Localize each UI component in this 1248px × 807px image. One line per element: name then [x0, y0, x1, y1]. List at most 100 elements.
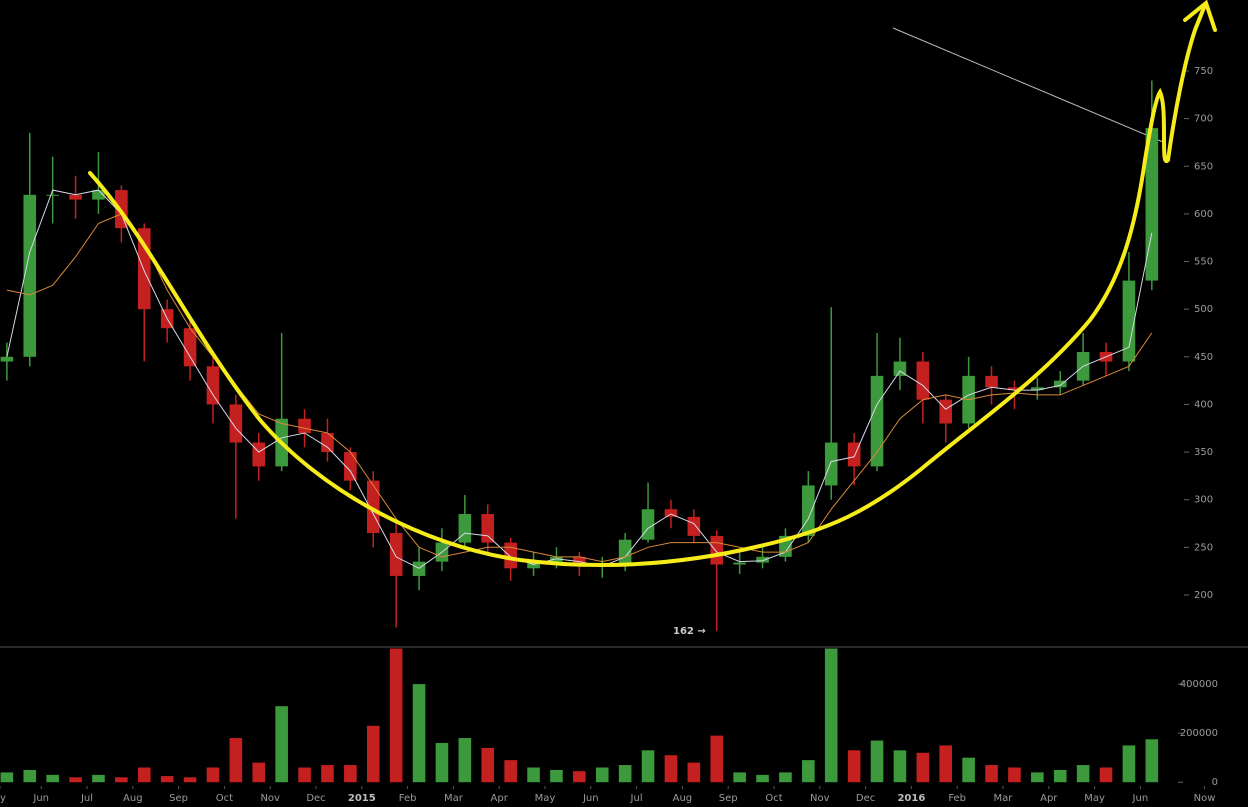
- candle-body: [229, 404, 243, 443]
- volume-bar: [870, 740, 884, 783]
- x-tick-label: Feb: [948, 793, 966, 804]
- volume-bar: [1053, 769, 1067, 783]
- y-tick-label: 300: [1194, 495, 1213, 506]
- y-tick-label: 750: [1194, 66, 1213, 77]
- candle-body: [481, 513, 495, 543]
- volume-bar: [92, 774, 105, 783]
- volume-bar: [710, 735, 724, 783]
- y-tick-label: 650: [1194, 161, 1213, 172]
- volume-bar: [893, 750, 907, 783]
- x-tick-label: Mar: [444, 793, 464, 804]
- volume-bar: [0, 772, 14, 783]
- x-tick-label: Jul: [80, 793, 93, 804]
- volume-bar: [481, 747, 495, 783]
- plot: 200 250 300 350 400 450 500 550 600 650 700 750 0 200…: [0, 66, 1218, 804]
- volume-bar: [733, 772, 746, 783]
- volume-bar: [985, 765, 998, 783]
- moving-average: [6, 189, 1153, 569]
- volume-bar: [1145, 739, 1159, 783]
- volume-bar: [756, 774, 769, 783]
- candle-body: [710, 535, 724, 565]
- x-tick-label: Feb: [399, 793, 417, 804]
- x-tick-label: Jul: [630, 793, 643, 804]
- volume-bar: [527, 767, 540, 783]
- volume-bar: [664, 755, 678, 783]
- candle-body: [344, 452, 357, 481]
- volume-bar: [962, 757, 975, 783]
- volume-bar: [687, 762, 701, 783]
- volume-bar: [23, 769, 37, 783]
- volume-bar: [206, 767, 220, 783]
- volume-bar: [641, 750, 655, 783]
- candle-body: [92, 190, 105, 200]
- candle-body: [69, 194, 82, 200]
- volume-bar: [802, 760, 815, 783]
- candle-body: [687, 516, 701, 536]
- x-tick-label: Oct: [765, 793, 782, 804]
- y-tick-label: 600: [1194, 209, 1213, 220]
- candle-body: [321, 433, 334, 453]
- x-tick-label: Dec: [306, 793, 325, 804]
- volume-bar: [160, 776, 174, 783]
- volume-tick-label: 200000: [1180, 728, 1218, 739]
- y-tick-label: 350: [1194, 447, 1213, 458]
- x-tick-label: Now: [1194, 793, 1216, 804]
- candle-body: [870, 375, 884, 467]
- annotation: 162 →: [673, 626, 706, 637]
- x-tick-label: Mar: [994, 793, 1014, 804]
- volume-bar: [46, 774, 59, 783]
- candle-body: [1053, 380, 1067, 388]
- drawn-curve: [88, 3, 1207, 568]
- candle-body: [916, 361, 930, 400]
- x-tick-label: Nov: [260, 793, 280, 804]
- volume-bar: [824, 648, 838, 783]
- candle-body: [183, 328, 197, 367]
- volume-bar: [550, 769, 563, 783]
- volume-bar: [137, 767, 151, 783]
- volume-bar: [458, 738, 472, 783]
- candle-body: [664, 509, 678, 517]
- x-tick-label: Jun: [32, 793, 49, 804]
- x-tick-label: Dec: [856, 793, 875, 804]
- volume-bar: [779, 772, 792, 783]
- x-tick-label: Sep: [719, 793, 738, 804]
- volume-bar: [229, 738, 243, 783]
- x-tick-label: Oct: [216, 793, 233, 804]
- candle-body: [733, 562, 746, 565]
- candle-body: [0, 356, 14, 362]
- candle-body: [824, 442, 838, 486]
- x-tick-label: Aug: [123, 793, 143, 804]
- moving-average: [6, 213, 1153, 563]
- x-tick-label: 2016: [897, 793, 925, 804]
- y-tick-label: 500: [1194, 304, 1213, 315]
- volume-bar: [618, 765, 632, 783]
- y-tick-label: 700: [1194, 114, 1213, 125]
- volume-bar: [1031, 772, 1044, 783]
- volume-bar: [298, 767, 311, 783]
- y-tick-label: 400: [1194, 399, 1213, 410]
- candle-body: [458, 513, 472, 543]
- volume-bar: [435, 742, 449, 783]
- volume-bar: [1076, 765, 1090, 783]
- volume-bar: [1008, 767, 1021, 783]
- x-tick-label: Aug: [673, 793, 693, 804]
- volume-bar: [595, 767, 609, 783]
- x-tick-label: May: [1084, 793, 1105, 804]
- volume-bar: [275, 706, 288, 783]
- volume-bar: [115, 777, 128, 783]
- candle-body: [252, 442, 266, 467]
- candle-body: [389, 533, 403, 576]
- candle-body: [939, 399, 953, 424]
- y-tick-label: 450: [1194, 352, 1213, 363]
- candle-body: [985, 375, 998, 388]
- volume-bar: [1099, 767, 1113, 783]
- y-tick-label: 200: [1194, 590, 1213, 601]
- x-tick-label: Jun: [582, 793, 599, 804]
- volume-bar: [344, 765, 357, 783]
- volume-bar: [916, 752, 930, 783]
- candle-body: [504, 542, 517, 569]
- candle-body: [298, 418, 311, 434]
- x-tick-label: 2015: [348, 793, 376, 804]
- volume-bar: [69, 777, 82, 783]
- candle-body: [756, 556, 769, 563]
